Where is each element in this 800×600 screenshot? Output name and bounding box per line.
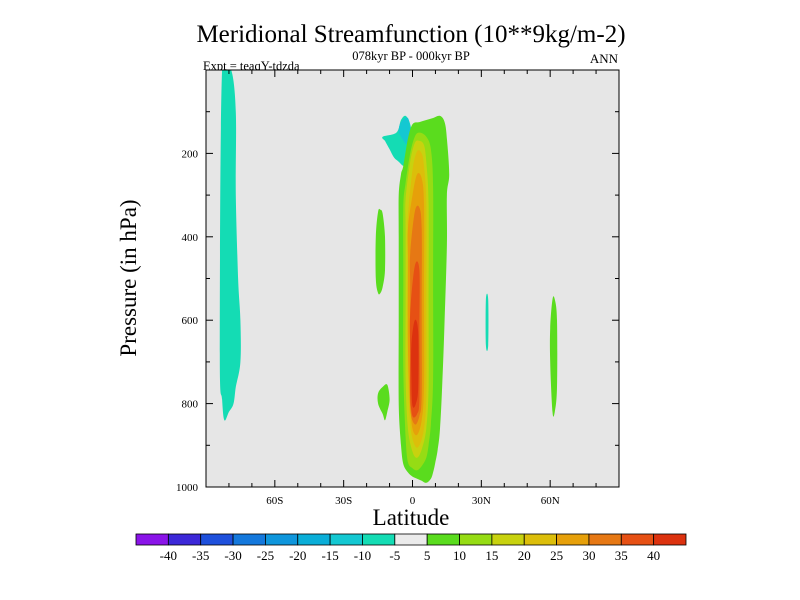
season-label: ANN bbox=[590, 51, 619, 66]
y-tick-label: 200 bbox=[182, 148, 199, 160]
colorbar-swatch bbox=[232, 533, 266, 546]
x-tick-label: 30S bbox=[335, 495, 352, 507]
contour-region-5 bbox=[377, 384, 390, 421]
colorbar-label: 10 bbox=[453, 548, 466, 563]
x-tick-label: 30N bbox=[472, 495, 491, 507]
x-tick-label: 60N bbox=[541, 495, 560, 507]
colorbar: -40 -35 -30 -25 -20 -15 -10 -5 5 10 15 20 25 30 35 40 bbox=[135, 533, 687, 563]
colorbar-swatch bbox=[297, 533, 331, 546]
colorbar-label: 5 bbox=[424, 548, 431, 563]
colorbar-label: 30 bbox=[582, 548, 595, 563]
colorbar-swatch bbox=[394, 533, 428, 546]
colorbar-swatch bbox=[556, 533, 590, 546]
colorbar-label: 25 bbox=[550, 548, 563, 563]
colorbar-label: -25 bbox=[257, 548, 274, 563]
y-tick-label: 800 bbox=[182, 399, 199, 411]
contour-region-4 bbox=[375, 208, 386, 295]
y-tick-label: 600 bbox=[182, 315, 199, 327]
contour-layer bbox=[219, 70, 558, 483]
contour-region-0 bbox=[219, 70, 241, 421]
colorbar-label: -10 bbox=[354, 548, 371, 563]
colorbar-swatch bbox=[265, 533, 299, 546]
colorbar-label: -30 bbox=[224, 548, 241, 563]
colorbar-swatch bbox=[362, 533, 396, 546]
colorbar-swatch bbox=[426, 533, 460, 546]
contour-region-3 bbox=[485, 293, 489, 351]
colorbar-label: -40 bbox=[160, 548, 177, 563]
x-tick-label: 0 bbox=[410, 495, 416, 507]
x-tick-label: 60S bbox=[266, 495, 283, 507]
colorbar-swatch bbox=[588, 533, 622, 546]
y-tick-label: 1000 bbox=[176, 482, 199, 494]
colorbar-label: 35 bbox=[615, 548, 628, 563]
x-axis-label: Latitude bbox=[373, 505, 450, 530]
colorbar-swatch bbox=[329, 533, 363, 546]
colorbar-swatch bbox=[653, 533, 687, 546]
chart-title: Meridional Streamfunction (10**9kg/m-2) bbox=[196, 21, 625, 48]
y-axis-label: Pressure (in hPa) bbox=[116, 199, 141, 356]
chart-subtitle: 078kyr BP - 000kyr BP bbox=[352, 49, 470, 63]
contour-region-2 bbox=[398, 117, 411, 146]
colorbar-label: -15 bbox=[321, 548, 338, 563]
colorbar-label: 20 bbox=[518, 548, 531, 563]
colorbar-label: -20 bbox=[289, 548, 306, 563]
colorbar-swatch bbox=[523, 533, 557, 546]
colorbar-label: -5 bbox=[389, 548, 400, 563]
y-tick-label: 400 bbox=[182, 232, 199, 244]
colorbar-swatch bbox=[459, 533, 493, 546]
axis-ticks: 60S 30S 0 30N 60N 200 400 600 800 1000 bbox=[176, 70, 619, 507]
colorbar-swatch bbox=[491, 533, 525, 546]
colorbar-swatch bbox=[167, 533, 202, 546]
colorbar-swatch bbox=[620, 533, 655, 546]
colorbar-label: 15 bbox=[485, 548, 498, 563]
contour-region-6 bbox=[549, 296, 558, 417]
colorbar-swatch bbox=[135, 533, 169, 546]
contour-region-14 bbox=[411, 319, 419, 408]
colorbar-label: -35 bbox=[192, 548, 209, 563]
colorbar-swatch bbox=[200, 533, 234, 546]
colorbar-label: 40 bbox=[647, 548, 660, 563]
